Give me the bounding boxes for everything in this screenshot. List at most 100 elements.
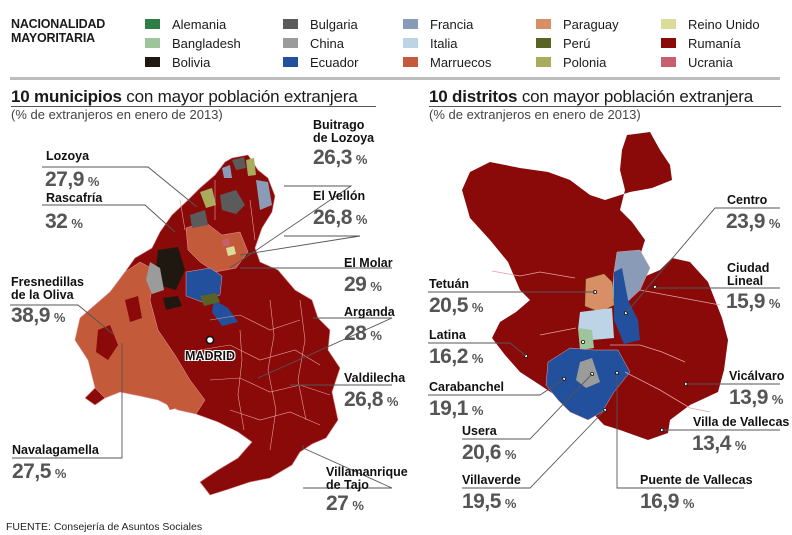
legend-label: Bolivia bbox=[172, 54, 211, 70]
label-rascafria: Rascafría bbox=[46, 191, 103, 205]
value-villaverde: 19,5% bbox=[462, 490, 516, 513]
legend-swatch-icon bbox=[661, 57, 676, 67]
china-region bbox=[146, 262, 164, 294]
legend-item: Paraguay bbox=[536, 16, 619, 32]
municipios-leader-lines bbox=[10, 166, 393, 489]
district-boundaries bbox=[491, 270, 721, 413]
label-fresnedillas: Fresnedillas de la Oliva bbox=[11, 275, 84, 302]
legend-item: Bulgaria bbox=[283, 16, 358, 32]
reino-unido-region bbox=[226, 246, 236, 256]
legend-label: Italia bbox=[430, 35, 458, 51]
value-carabanchel: 19,1% bbox=[429, 397, 483, 420]
value-fresnedillas: 38,9% bbox=[11, 304, 65, 327]
ucrania-region bbox=[222, 238, 230, 246]
china-district-usera bbox=[576, 358, 600, 388]
value-ciudad-lineal: 15,9% bbox=[726, 290, 780, 313]
value-vicalvaro: 13,9% bbox=[729, 386, 783, 409]
source-note: FUENTE: Consejería de Asuntos Sociales bbox=[6, 521, 203, 533]
paraguay-district-tetuan bbox=[584, 273, 615, 313]
label-latina: Latina bbox=[429, 328, 466, 342]
label-ciudad-lineal: Ciudad Lineal bbox=[727, 261, 770, 288]
legend-swatch-icon bbox=[536, 38, 551, 48]
francia-region bbox=[256, 180, 272, 210]
value-centro: 23,9% bbox=[726, 210, 780, 233]
legend-swatch-icon bbox=[536, 19, 551, 29]
legend-label: Francia bbox=[430, 16, 474, 32]
bulgaria-region-2 bbox=[190, 210, 208, 228]
label-vicalvaro: Vicálvaro bbox=[729, 369, 785, 383]
legend-swatch-icon bbox=[661, 38, 676, 48]
label-carabanchel: Carabanchel bbox=[429, 380, 505, 394]
value-rascafria: 32% bbox=[45, 210, 83, 233]
label-el-molar: El Molar bbox=[344, 256, 393, 270]
legend-item: Alemania bbox=[145, 16, 226, 32]
municipios-title: 10 municipios con mayor población extran… bbox=[11, 87, 358, 106]
marruecos-region-south bbox=[160, 390, 188, 410]
legend-swatch-icon bbox=[283, 57, 298, 67]
bolivia-region-small bbox=[163, 296, 182, 310]
ecuador-district-1 bbox=[614, 268, 640, 344]
legend-title: NACIONALIDAD MAYORITARIA bbox=[11, 17, 106, 45]
ecuador-region bbox=[185, 267, 223, 303]
legend-item: Ecuador bbox=[283, 54, 358, 70]
label-villaverde: Villaverde bbox=[462, 473, 521, 487]
value-navalagamella: 27,5% bbox=[12, 460, 66, 483]
value-usera: 20,6% bbox=[462, 441, 516, 464]
legend-label: China bbox=[310, 35, 344, 51]
legend-divider bbox=[10, 77, 780, 80]
municipios-subtitle: (% de extranjeros en enero de 2013) bbox=[11, 107, 223, 122]
distritos-subtitle: (% de extranjeros en enero de 2013) bbox=[429, 107, 641, 122]
legend-label: Paraguay bbox=[563, 16, 619, 32]
label-buitrago: Buitrago de Lozoya bbox=[313, 118, 375, 145]
value-villa-de-vallecas: 13,4% bbox=[692, 432, 746, 455]
label-usera: Usera bbox=[462, 424, 497, 438]
legend-label: Polonia bbox=[563, 54, 607, 70]
label-arganda: Arganda bbox=[344, 305, 395, 319]
legend-swatch-icon bbox=[536, 57, 551, 67]
distritos-title: 10 distritos con mayor población extranj… bbox=[429, 87, 754, 106]
legend-item: Bangladesh bbox=[145, 35, 241, 51]
legend-item: Reino Unido bbox=[661, 16, 760, 32]
legend-swatch-icon bbox=[661, 19, 676, 29]
comunidad-madrid-map bbox=[74, 154, 341, 496]
value-arganda: 28% bbox=[344, 322, 382, 345]
marruecos-region-west bbox=[74, 261, 206, 415]
madrid-capital-marker bbox=[205, 335, 215, 345]
legend-item: Bolivia bbox=[145, 54, 210, 70]
distritos-leader-lines bbox=[428, 207, 780, 489]
distritos-title-rule bbox=[429, 106, 781, 107]
label-navalagamella: Navalagamella bbox=[12, 443, 99, 457]
label-lozoya: Lozoya bbox=[46, 149, 90, 163]
legend-label: Rumanía bbox=[688, 35, 741, 51]
legend-label: Ucrania bbox=[688, 54, 733, 70]
value-el-molar: 29% bbox=[344, 273, 382, 296]
rumania-enclave bbox=[125, 296, 142, 322]
legend-item: Italia bbox=[403, 35, 457, 51]
value-valdilecha: 26,8% bbox=[344, 388, 398, 411]
legend-item: Francia bbox=[403, 16, 473, 32]
bolivia-region bbox=[156, 247, 185, 290]
polonia-region bbox=[200, 188, 216, 208]
label-villamanrique: Villamanrique de Tajo bbox=[326, 465, 408, 492]
madrid-capital-label: MADRID bbox=[185, 349, 235, 363]
legend-label: Bulgaria bbox=[310, 16, 358, 32]
legend-swatch-icon bbox=[403, 38, 418, 48]
legend-item: China bbox=[283, 35, 344, 51]
legend-label: Bangladesh bbox=[172, 35, 241, 51]
label-villa-de-vallecas: Villa de Vallecas bbox=[693, 415, 790, 429]
legend-item: Perú bbox=[536, 35, 590, 51]
label-centro: Centro bbox=[727, 193, 768, 207]
legend-swatch-icon bbox=[145, 19, 160, 29]
legend-label: Marruecos bbox=[430, 54, 492, 70]
legend-label: Ecuador bbox=[310, 54, 359, 70]
legend-swatch-icon bbox=[283, 19, 298, 29]
francia-region-2 bbox=[222, 165, 232, 178]
legend-swatch-icon bbox=[145, 57, 160, 67]
legend-swatch-icon bbox=[403, 19, 418, 29]
legend-label: Perú bbox=[563, 35, 591, 51]
label-puente-de-vallecas: Puente de Vallecas bbox=[640, 473, 753, 487]
value-latina: 16,2% bbox=[429, 345, 483, 368]
municipal-boundaries bbox=[179, 180, 331, 451]
value-el-vellon: 26,8% bbox=[313, 206, 367, 229]
legend-label: Alemania bbox=[172, 16, 227, 32]
